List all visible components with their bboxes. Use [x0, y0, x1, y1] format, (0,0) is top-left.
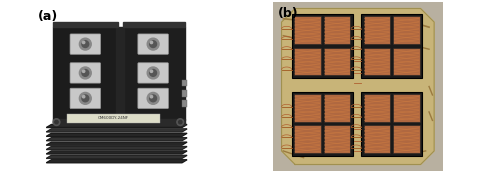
Polygon shape — [281, 8, 433, 165]
Polygon shape — [53, 119, 185, 125]
Circle shape — [149, 95, 156, 102]
FancyBboxPatch shape — [363, 48, 389, 75]
Polygon shape — [46, 160, 187, 163]
Circle shape — [82, 41, 88, 48]
Polygon shape — [116, 27, 124, 120]
Circle shape — [177, 119, 183, 125]
FancyBboxPatch shape — [67, 114, 159, 123]
FancyBboxPatch shape — [181, 100, 187, 107]
Circle shape — [150, 70, 152, 72]
Circle shape — [53, 119, 60, 125]
FancyBboxPatch shape — [138, 63, 168, 83]
FancyBboxPatch shape — [138, 88, 168, 108]
FancyBboxPatch shape — [393, 48, 419, 75]
Circle shape — [79, 67, 91, 79]
FancyBboxPatch shape — [323, 125, 349, 153]
Polygon shape — [46, 142, 187, 145]
FancyBboxPatch shape — [70, 63, 100, 83]
Circle shape — [79, 38, 91, 50]
FancyBboxPatch shape — [294, 94, 320, 122]
Circle shape — [147, 92, 159, 104]
Circle shape — [178, 120, 181, 124]
FancyBboxPatch shape — [294, 16, 320, 44]
Circle shape — [147, 67, 159, 79]
FancyBboxPatch shape — [273, 2, 442, 171]
Text: (b): (b) — [277, 7, 298, 20]
FancyBboxPatch shape — [323, 16, 349, 44]
FancyBboxPatch shape — [294, 48, 320, 75]
Circle shape — [82, 70, 84, 72]
Circle shape — [147, 38, 159, 50]
FancyBboxPatch shape — [363, 16, 389, 44]
FancyBboxPatch shape — [291, 14, 352, 78]
Polygon shape — [122, 27, 185, 120]
Circle shape — [149, 41, 156, 48]
FancyBboxPatch shape — [393, 125, 419, 153]
Circle shape — [55, 120, 58, 124]
FancyBboxPatch shape — [323, 94, 349, 122]
Circle shape — [150, 41, 152, 44]
Text: CM600DY-24NF: CM600DY-24NF — [97, 116, 129, 120]
Polygon shape — [46, 138, 187, 141]
FancyBboxPatch shape — [33, 2, 202, 171]
Circle shape — [82, 70, 88, 76]
FancyBboxPatch shape — [360, 14, 421, 78]
Polygon shape — [122, 22, 185, 27]
Polygon shape — [46, 151, 187, 154]
Circle shape — [82, 95, 88, 102]
Circle shape — [150, 95, 152, 98]
Circle shape — [149, 70, 156, 76]
Polygon shape — [46, 147, 187, 150]
Polygon shape — [53, 27, 117, 120]
FancyBboxPatch shape — [323, 48, 349, 75]
FancyBboxPatch shape — [70, 34, 100, 54]
FancyBboxPatch shape — [393, 16, 419, 44]
Circle shape — [82, 95, 84, 98]
Polygon shape — [46, 155, 187, 158]
Polygon shape — [53, 22, 117, 27]
FancyBboxPatch shape — [70, 88, 100, 108]
Polygon shape — [46, 133, 187, 136]
Text: (a): (a) — [38, 10, 58, 23]
FancyBboxPatch shape — [181, 80, 187, 86]
Polygon shape — [46, 129, 187, 132]
FancyBboxPatch shape — [393, 94, 419, 122]
FancyBboxPatch shape — [360, 92, 421, 156]
Circle shape — [82, 41, 84, 44]
Circle shape — [79, 92, 91, 104]
Polygon shape — [46, 125, 187, 128]
FancyBboxPatch shape — [294, 125, 320, 153]
FancyBboxPatch shape — [181, 90, 187, 97]
FancyBboxPatch shape — [363, 94, 389, 122]
FancyBboxPatch shape — [291, 92, 352, 156]
FancyBboxPatch shape — [138, 34, 168, 54]
FancyBboxPatch shape — [363, 125, 389, 153]
